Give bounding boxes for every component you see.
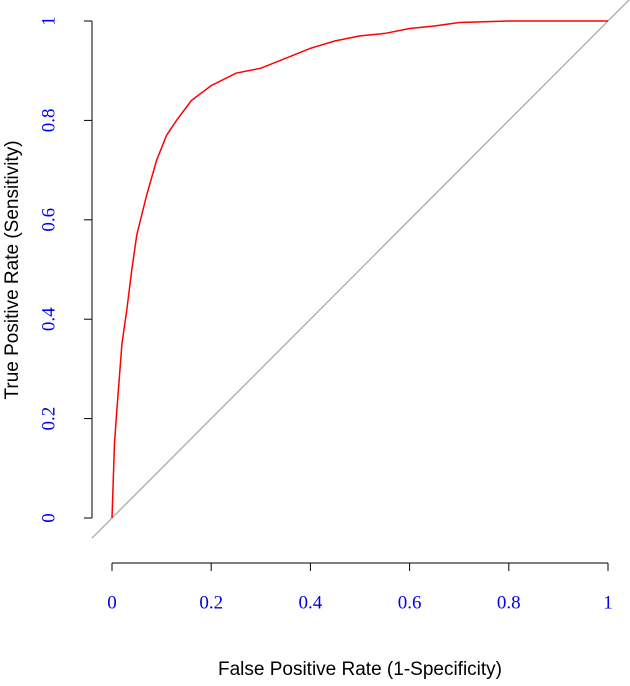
- x-tick-label: 0.4: [299, 592, 323, 613]
- roc-curve: [111, 20, 608, 519]
- y-tick-label: 0.4: [38, 307, 59, 331]
- x-tick-label: 1: [603, 592, 613, 613]
- x-tick-label: 0.8: [497, 592, 521, 613]
- y-tick-label: 0.6: [38, 208, 59, 232]
- x-axis-title: False Positive Rate (1-Specificity): [218, 659, 502, 680]
- y-tick-label: 1: [38, 16, 59, 26]
- reference-line: [91, 0, 630, 539]
- x-tick-label: 0.6: [398, 592, 422, 613]
- y-tick-label: 0.2: [38, 407, 59, 431]
- y-axis-title: True Positive Rate (Sensitivity): [2, 140, 23, 399]
- y-tick-label: 0.8: [38, 109, 59, 133]
- x-tick-label: 0: [107, 592, 117, 613]
- x-tick-label: 0.2: [199, 592, 223, 613]
- y-tick-label: 0: [38, 513, 59, 523]
